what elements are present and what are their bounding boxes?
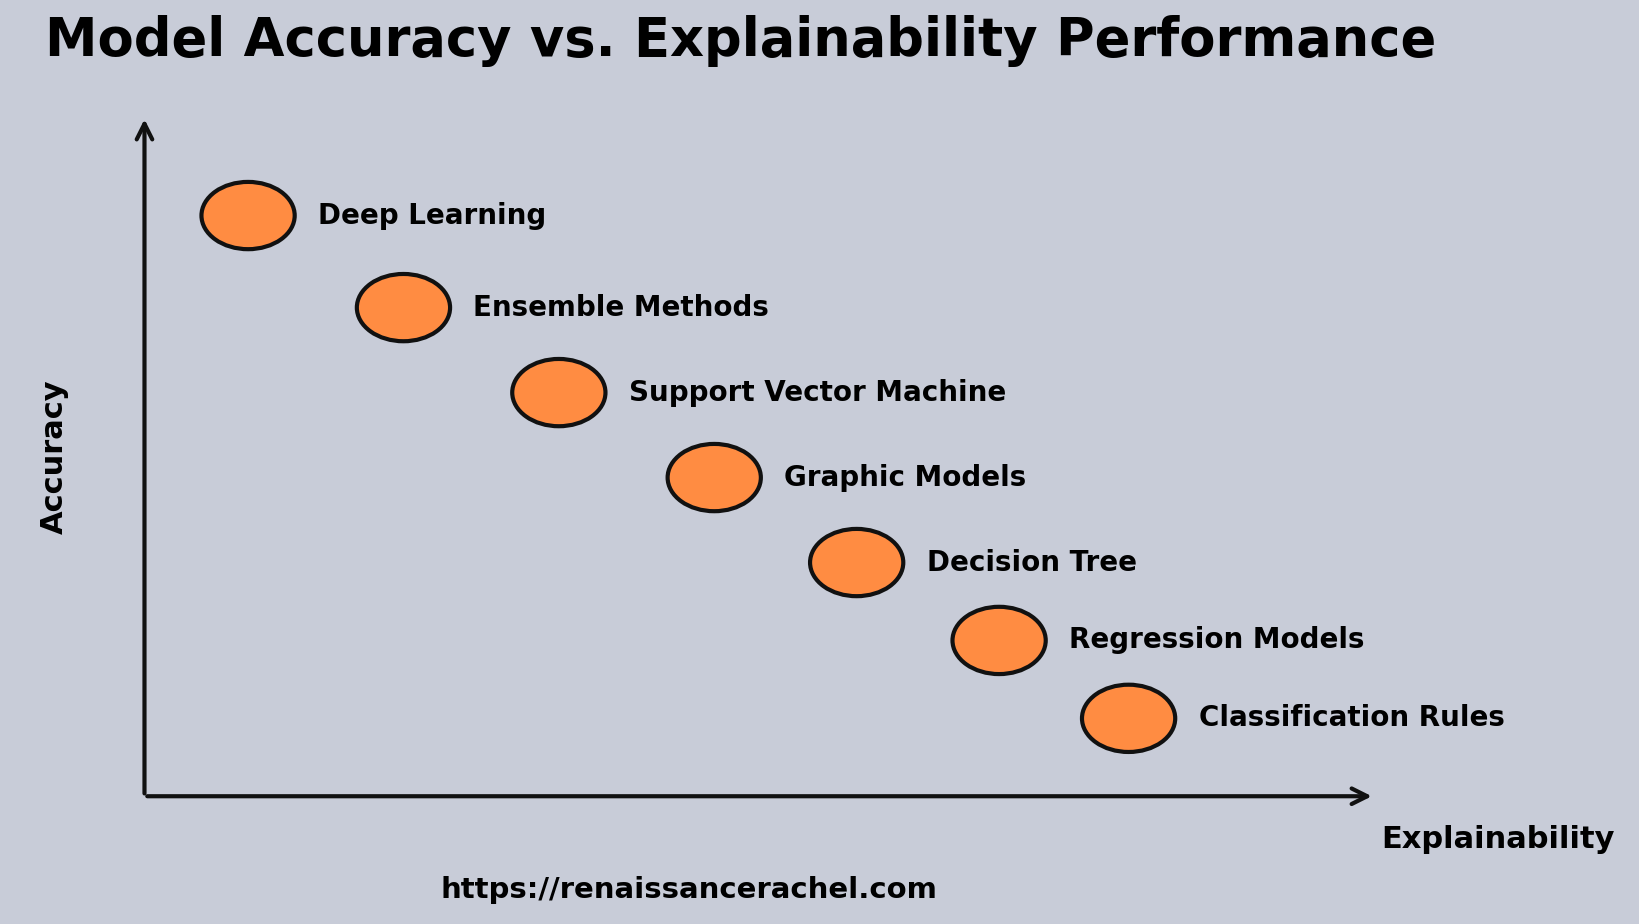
Text: Ensemble Methods: Ensemble Methods (474, 294, 769, 322)
Ellipse shape (202, 182, 295, 249)
Text: Graphic Models: Graphic Models (783, 464, 1026, 492)
Ellipse shape (667, 444, 760, 511)
Text: Accuracy: Accuracy (39, 379, 69, 534)
Text: Regression Models: Regression Models (1069, 626, 1364, 654)
Ellipse shape (810, 529, 903, 596)
Title: Model Accuracy vs. Explainability Performance: Model Accuracy vs. Explainability Perfor… (44, 15, 1434, 67)
Ellipse shape (1082, 685, 1175, 752)
Ellipse shape (952, 607, 1046, 675)
Text: Deep Learning: Deep Learning (318, 201, 546, 229)
Ellipse shape (511, 359, 605, 426)
Text: Support Vector Machine: Support Vector Machine (628, 379, 1005, 407)
Ellipse shape (357, 274, 449, 341)
Text: Explainability: Explainability (1380, 824, 1614, 854)
Text: https://renaissancerachel.com: https://renaissancerachel.com (441, 876, 936, 904)
Text: Classification Rules: Classification Rules (1198, 704, 1503, 733)
Text: Decision Tree: Decision Tree (926, 549, 1136, 577)
